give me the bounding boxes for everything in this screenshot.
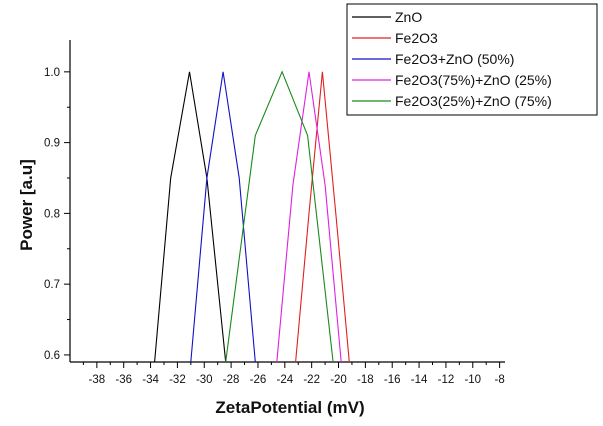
x-tick-label: -38	[89, 374, 106, 386]
legend-label-1: ZnO	[395, 9, 422, 25]
legend-label-2: Fe2O3	[395, 30, 438, 46]
x-tick-label: -30	[196, 374, 213, 386]
x-tick-label: -24	[277, 374, 294, 386]
y-tick-label: 0.9	[44, 138, 60, 150]
y-axis-title: Power [a.u]	[17, 159, 36, 251]
series-line-5	[225, 70, 334, 362]
x-tick-label: -36	[115, 374, 132, 386]
y-tick-label: 0.7	[44, 279, 60, 291]
axes: -38 -36 -34 -32 -30 -28 -26 -24 -22 -20 -18 -16 -14-…	[44, 40, 505, 386]
x-tick-label: -12	[438, 374, 455, 386]
series-line-2	[295, 71, 350, 362]
x-tick-label: -32	[169, 374, 186, 386]
legend: ZnO Fe2O3 Fe2O3+ZnO (50%) Fe2O3(75%)+ZnO (2…	[346, 3, 598, 116]
x-tick-label: -16	[384, 374, 401, 386]
x-tick-label: -20	[330, 374, 347, 386]
x-tick-label: -10	[464, 374, 481, 386]
x-tick-label: -34	[142, 374, 159, 386]
series-line-4	[276, 71, 342, 362]
y-tick-label: 1.0	[44, 67, 60, 79]
x-tick-label: -26	[250, 374, 267, 386]
x-tick-label: -8	[495, 374, 505, 386]
series-line-3	[190, 71, 256, 362]
legend-label-5: Fe2O3(25%)+ZnO (75%)	[395, 93, 552, 109]
series-lines	[154, 70, 350, 362]
y-tick-label: 0.6	[44, 350, 60, 362]
x-tick-label: -14	[411, 374, 428, 386]
x-tick-label: -18	[357, 374, 374, 386]
x-axis-title: ZetaPotential (mV)	[215, 398, 364, 417]
x-tick-label: -22	[303, 374, 320, 386]
y-tick-label: 0.8	[44, 208, 60, 220]
legend-label-3: Fe2O3+ZnO (50%)	[395, 51, 514, 67]
series-line-1	[154, 71, 227, 362]
x-tick-label: -28	[223, 374, 240, 386]
legend-label-4: Fe2O3(75%)+ZnO (25%)	[395, 72, 552, 88]
